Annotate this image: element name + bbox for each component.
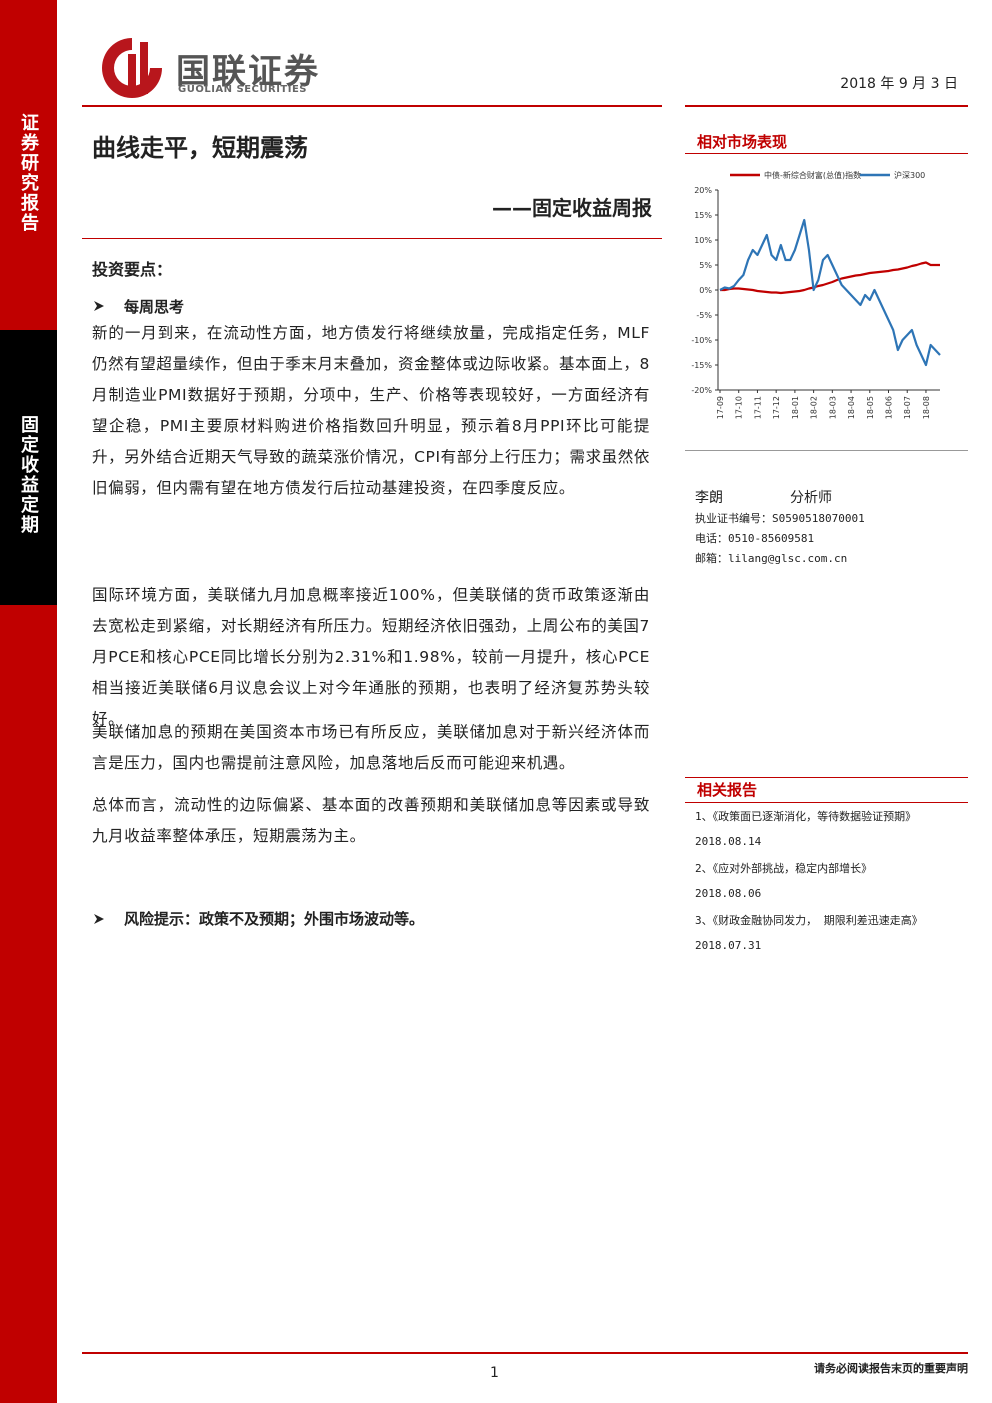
report-title: 3、《财政金融协同发力， 期限利差迅速走高》 [695, 914, 923, 927]
divider [685, 105, 968, 107]
side-heading: 相对市场表现 [697, 133, 788, 151]
section-heading: 投资要点： [92, 260, 173, 279]
divider [82, 1352, 968, 1354]
sidebar-red [0, 605, 57, 1403]
x-tick-label: 18-02 [810, 396, 819, 419]
divider [82, 105, 662, 107]
report-date: 2018.08.14 [695, 835, 762, 848]
x-tick-label: 17-11 [753, 396, 762, 419]
x-tick-label: 18-06 [885, 396, 894, 419]
analyst-email: 邮箱：lilang@glsc.com.cn [695, 552, 848, 565]
paragraph: 美联储加息的预期在美国资本市场已有所反应，美联储加息对于新兴经济体而言是压力，国… [92, 723, 650, 772]
disclaimer: 请务必阅读报告末页的重要声明 [814, 1362, 968, 1375]
title: 曲线走平，短期震荡 [92, 134, 308, 162]
y-tick-label: -20% [691, 386, 712, 395]
y-tick-label: -10% [691, 336, 712, 345]
y-tick-label: 5% [699, 261, 712, 270]
logo-emblem [102, 38, 162, 98]
x-tick-label: 17-09 [716, 396, 725, 419]
report-date: 2018.07.31 [695, 939, 762, 952]
bullet-icon [94, 914, 104, 924]
x-tick-label: 18-03 [828, 396, 837, 419]
analyst-phone: 电话：0510-85609581 [695, 532, 815, 545]
x-tick-label: 18-05 [866, 396, 875, 419]
bullet-heading: 每周思考 [124, 298, 185, 316]
x-tick-label: 18-01 [791, 396, 800, 419]
analyst-role: 分析师 [790, 490, 832, 506]
series-line [720, 261, 940, 295]
sidebar-black [0, 330, 57, 605]
analyst-name: 李朗 [695, 490, 723, 506]
x-tick-label: 17-10 [735, 396, 744, 419]
divider [685, 153, 968, 154]
divider [82, 238, 662, 239]
chart: 20% 15% 10% 5% 0% -5% -10% -15% -20% 17-09 17-10 17… [691, 170, 941, 419]
sidebar-label: 证券研究报告 [18, 113, 39, 233]
sidebar-label: 固定收益定期 [18, 415, 39, 535]
logo-subtext: GUOLIAN SECURITIES [178, 84, 307, 95]
page-number: 1 [490, 1365, 499, 1381]
bullet-icon [94, 301, 104, 311]
y-tick-label: 10% [694, 236, 712, 245]
legend-label: 沪深300 [894, 170, 925, 180]
paragraph: 新的一月到来，在流动性方面，地方债发行将继续放量，完成指定任务，MLF仍然有望超… [92, 324, 650, 497]
paragraph: 国际环境方面，美联储九月加息概率接近100%，但美联储的货币政策逐渐由去宽松走到… [92, 586, 650, 728]
y-tick-label: 20% [694, 186, 712, 195]
divider [685, 450, 968, 451]
report-title: 1、《政策面已逐渐消化，等待数据验证预期》 [695, 810, 917, 823]
divider [685, 802, 968, 803]
paragraph: 总体而言，流动性的边际偏紧、基本面的改善预期和美联储加息等因素或导致九月收益率整… [92, 796, 650, 845]
divider [685, 777, 968, 778]
report-date: 2018.08.06 [695, 887, 762, 900]
subtitle: ——固定收益周报 [492, 196, 652, 220]
y-tick-label: 15% [694, 211, 712, 220]
sidebar-red [0, 0, 57, 330]
x-tick-label: 18-08 [922, 396, 931, 419]
logo-text: 国联证券 [176, 52, 320, 92]
risk-note: 风险提示：政策不及预期；外围市场波动等。 [124, 910, 425, 928]
x-tick-label: 18-07 [903, 396, 912, 419]
series-line [719, 218, 941, 367]
side-heading: 相关报告 [697, 781, 758, 799]
y-tick-label: -15% [691, 361, 712, 370]
y-tick-label: 0% [699, 286, 712, 295]
x-tick-label: 17-12 [772, 396, 781, 419]
analyst-license: 执业证书编号：S0590518070001 [695, 512, 865, 525]
y-tick-label: -5% [696, 311, 712, 320]
legend-label: 中债-新综合财富(总值)指数 [764, 170, 861, 180]
report-title: 2、《应对外部挑战，稳定内部增长》 [695, 862, 873, 875]
x-tick-label: 18-04 [847, 396, 856, 419]
report-date: 2018 年 9 月 3 日 [840, 76, 958, 92]
